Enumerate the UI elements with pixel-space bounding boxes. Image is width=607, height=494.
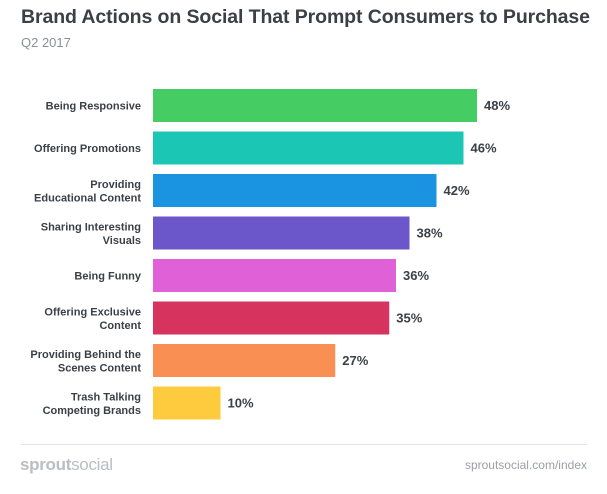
- chart-title: Brand Actions on Social That Prompt Cons…: [21, 6, 590, 28]
- bar-chart: 48% Being Responsive 46% Offering Promotion…: [30, 89, 510, 420]
- category-label-4: Being Funny: [74, 271, 141, 283]
- source-url: sproutsocial.com/index: [464, 458, 587, 472]
- value-label-5: 35%: [396, 311, 422, 326]
- category-label-0: Being Responsive: [46, 101, 141, 113]
- category-label-6-line-0: Providing Behind the: [30, 349, 141, 361]
- value-label-4: 36%: [403, 268, 429, 283]
- category-label-2-line-0: Providing: [90, 179, 141, 191]
- footer-divider: [21, 444, 587, 445]
- bar-1: [153, 131, 464, 165]
- value-label-3: 38%: [417, 226, 443, 241]
- bar-2: [153, 174, 437, 207]
- category-label-2-line-1: Educational Content: [34, 192, 141, 204]
- value-label-1: 46%: [471, 141, 497, 156]
- bar-4: [153, 259, 396, 292]
- value-label-0: 48%: [484, 98, 510, 113]
- chart-subtitle: Q2 2017: [21, 35, 71, 50]
- category-label-6-line-1: Scenes Content: [58, 362, 141, 374]
- category-label-3-line-1: Visuals: [103, 235, 141, 247]
- sprout-social-logo: sproutsocial: [20, 455, 113, 474]
- category-label-5-line-0: Offering Exclusive: [44, 306, 141, 318]
- category-label-5-line-1: Content: [99, 320, 141, 332]
- bar-3: [153, 216, 410, 250]
- bar-7: [153, 386, 221, 420]
- value-label-2: 42%: [444, 183, 470, 198]
- bar-0: [153, 89, 477, 122]
- value-label-7: 10%: [228, 396, 254, 411]
- bar-6: [153, 344, 336, 377]
- category-label-7-line-0: Trash Talking: [71, 391, 141, 403]
- category-label-7-line-1: Competing Brands: [43, 405, 141, 417]
- bar-5: [153, 301, 390, 335]
- value-label-6: 27%: [342, 353, 368, 368]
- category-label-3-line-0: Sharing Interesting: [41, 221, 141, 233]
- category-label-1: Offering Promotions: [34, 143, 141, 155]
